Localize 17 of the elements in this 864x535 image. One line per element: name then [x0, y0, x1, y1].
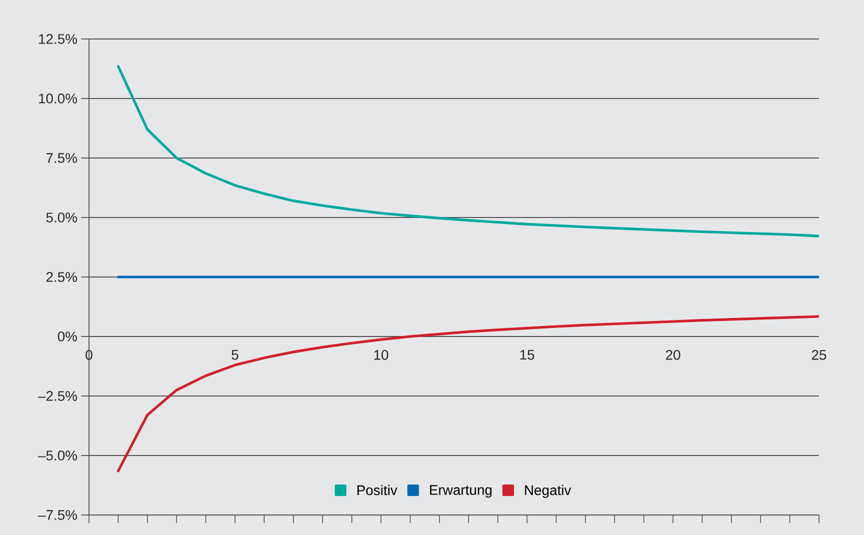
y-tick-label: –5.0%: [38, 450, 78, 460]
x-tick-label: 10: [374, 350, 388, 360]
y-tick-label: –2.5%: [38, 391, 78, 401]
y-tick-label: 10.0%: [39, 94, 78, 104]
legend-label: Negativ: [525, 484, 572, 498]
y-tick-label: 12.5%: [39, 34, 78, 44]
x-tick-label: 5: [232, 350, 238, 360]
y-tick-label: 0%: [58, 332, 78, 342]
legend-label: Erwartung: [430, 485, 492, 498]
y-tick-label: 2.5%: [46, 272, 78, 282]
legend-label: Positiv: [357, 484, 398, 496]
y-tick-label: 5.0%: [46, 212, 78, 222]
y-tick-label: –7.5%: [38, 510, 78, 520]
x-tick-label: 20: [666, 350, 680, 360]
y-tick-label: 7.5%: [46, 153, 78, 163]
x-tick-label: 25: [812, 350, 826, 360]
x-tick-label: 15: [520, 350, 534, 360]
